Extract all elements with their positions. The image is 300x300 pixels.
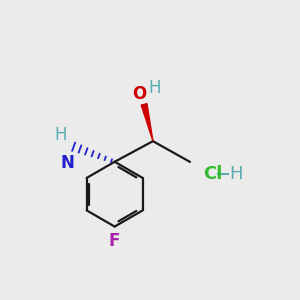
Text: H: H bbox=[148, 79, 161, 97]
Text: N: N bbox=[61, 154, 74, 172]
Text: Cl: Cl bbox=[203, 165, 222, 183]
Text: F: F bbox=[109, 232, 120, 250]
Text: O: O bbox=[133, 85, 147, 103]
Text: H: H bbox=[229, 165, 242, 183]
Polygon shape bbox=[141, 104, 153, 141]
Text: H: H bbox=[54, 126, 66, 144]
